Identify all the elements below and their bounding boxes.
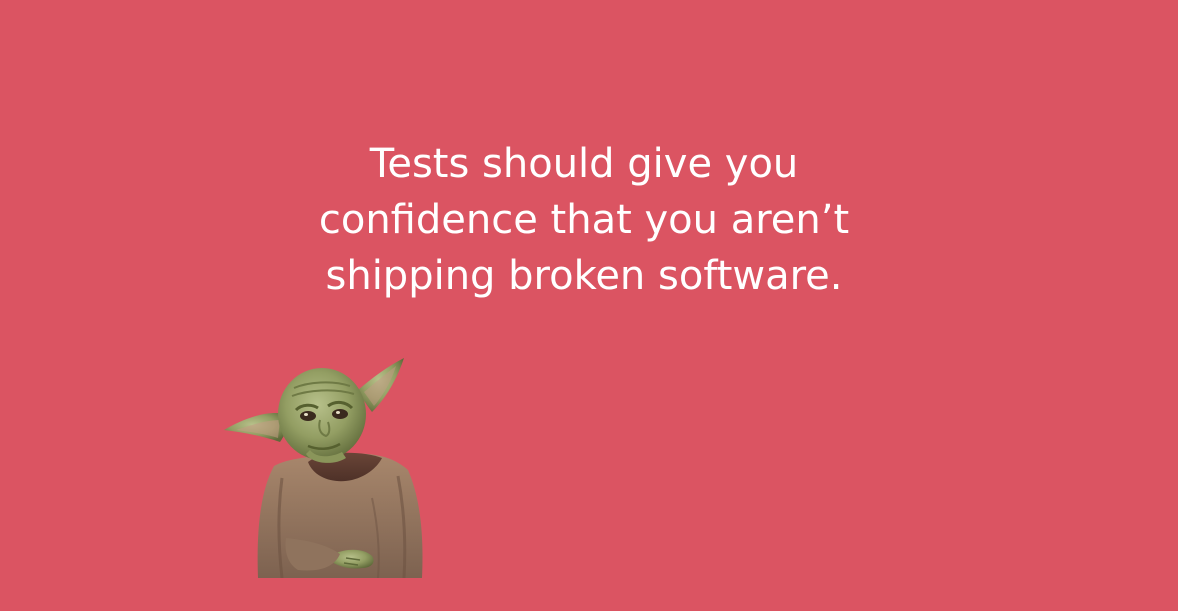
quote-line-3: shipping broken software. <box>325 253 843 299</box>
quote-text: Tests should give you confidence that yo… <box>234 136 934 304</box>
quote-line-1: Tests should give you <box>369 141 799 187</box>
yoda-figure-icon <box>224 358 423 578</box>
quote-line-2: confidence that you aren’t <box>318 197 850 243</box>
